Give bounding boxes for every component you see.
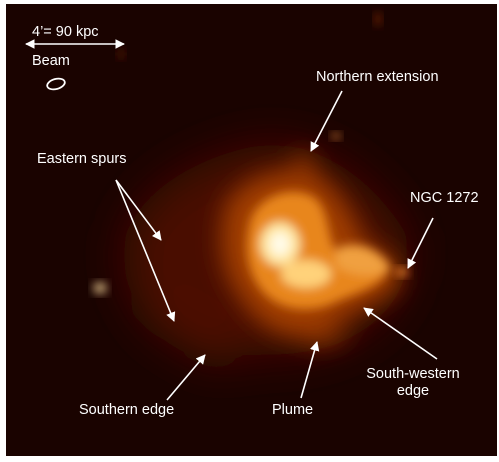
arrow-northern-extension xyxy=(310,90,343,152)
ngc1272-label: NGC 1272 xyxy=(410,190,479,206)
eastern-spurs-label: Eastern spurs xyxy=(37,151,127,167)
bright-core xyxy=(247,191,391,309)
arrow-plume xyxy=(300,341,320,399)
arrow-southern-edge xyxy=(166,354,206,401)
arrow-south-western-edge xyxy=(363,307,438,360)
arrow-ngc1272 xyxy=(407,217,434,269)
northern-extension-label: Northern extension xyxy=(316,69,439,85)
south-western-edge-label-line1: South-western xyxy=(366,366,460,382)
beam-ellipse xyxy=(46,77,66,91)
arrow-eastern-spur-1 xyxy=(115,179,162,241)
point-source xyxy=(118,50,124,58)
arrow-eastern-spur-2 xyxy=(115,179,176,322)
ngc1272-source xyxy=(396,268,408,276)
scale-label: 4’= 90 kpc xyxy=(32,24,99,40)
radio-map-figure: 4’= 90 kpc Beam Northern extension Easte… xyxy=(6,4,497,456)
southern-edge-label: Southern edge xyxy=(79,402,175,418)
point-source xyxy=(375,13,381,25)
point-source xyxy=(94,283,106,293)
south-western-edge-label: South-western edge xyxy=(358,366,468,400)
south-western-edge-label-line2: edge xyxy=(396,383,430,399)
beam-label: Beam xyxy=(32,53,70,69)
point-source xyxy=(332,133,340,139)
plume-label: Plume xyxy=(272,402,314,418)
radio-map-image xyxy=(6,4,497,456)
